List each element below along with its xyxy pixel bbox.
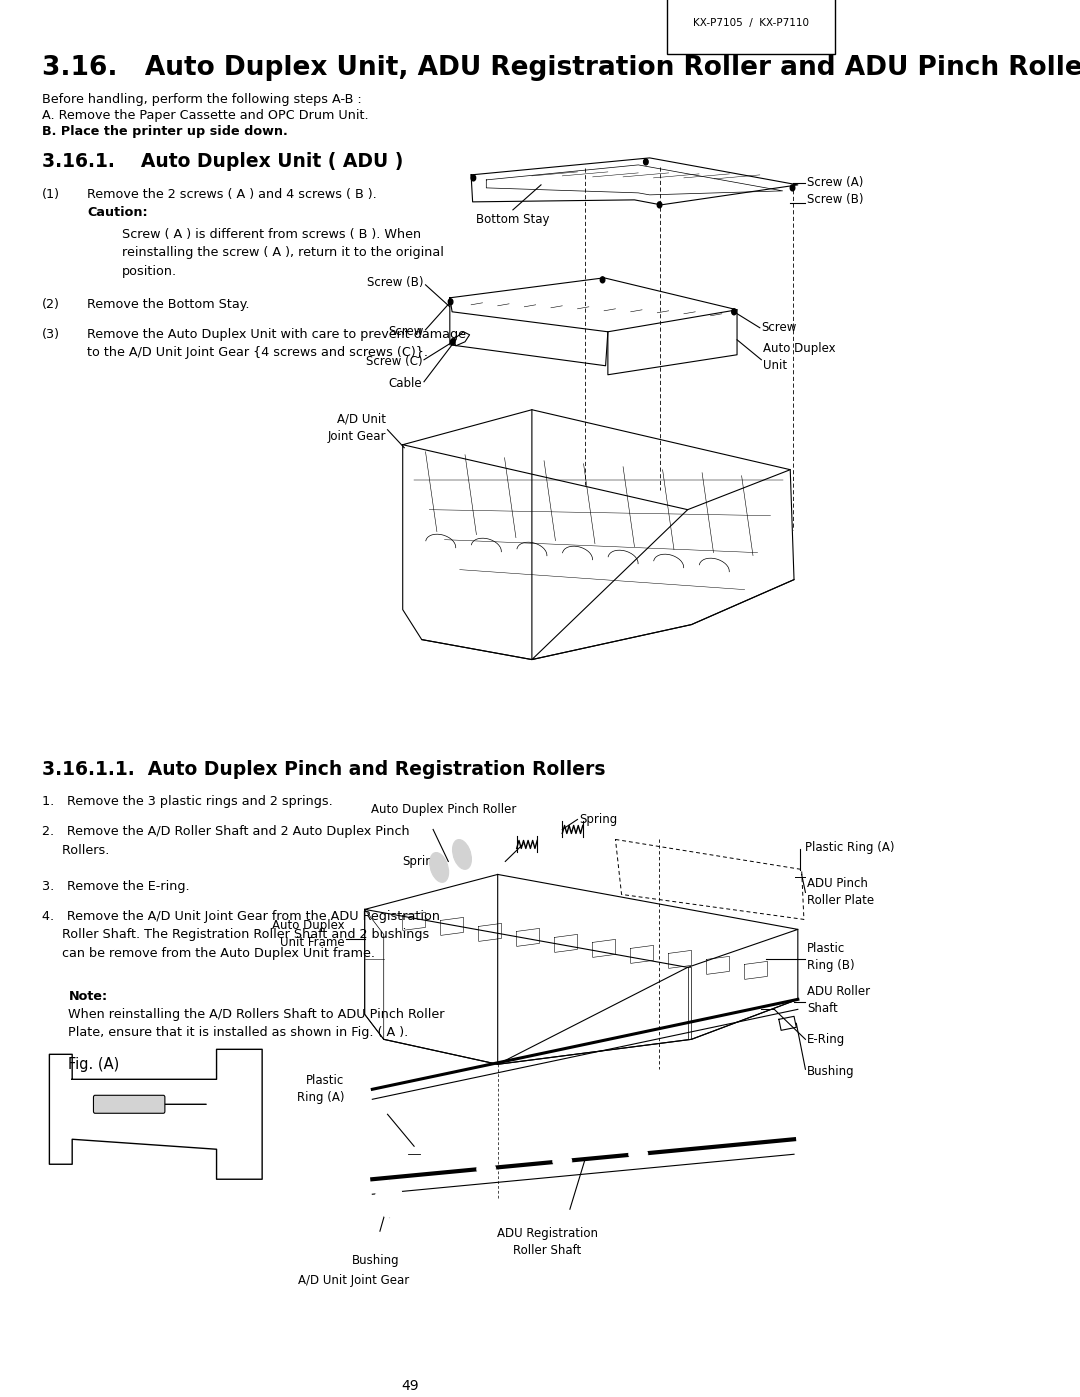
Ellipse shape	[476, 1161, 496, 1178]
FancyBboxPatch shape	[94, 1095, 165, 1113]
Text: Bushing: Bushing	[807, 1065, 854, 1078]
Text: B. Place the printer up side down.: B. Place the printer up side down.	[42, 124, 287, 138]
Ellipse shape	[553, 1153, 571, 1171]
Text: Remove the 2 screws ( A ) and 4 screws ( B ).: Remove the 2 screws ( A ) and 4 screws (…	[87, 187, 377, 201]
Text: Screw (B): Screw (B)	[367, 277, 424, 289]
Text: 4. Remove the A/D Unit Joint Gear from the ADU Registration
     Roller Shaft. T: 4. Remove the A/D Unit Joint Gear from t…	[42, 909, 440, 960]
Text: A/D Unit
Joint Gear: A/D Unit Joint Gear	[327, 412, 386, 443]
Text: Auto Duplex Pinch Roller: Auto Duplex Pinch Roller	[370, 803, 516, 816]
Circle shape	[383, 1192, 395, 1207]
Circle shape	[450, 339, 455, 345]
Text: Before handling, perform the following steps A-B :: Before handling, perform the following s…	[42, 94, 362, 106]
Text: Plastic Ring (A): Plastic Ring (A)	[806, 841, 895, 854]
Text: 49: 49	[402, 1379, 419, 1393]
Text: Caution:: Caution:	[87, 205, 148, 219]
Text: Plastic
Ring (A): Plastic Ring (A)	[297, 1074, 345, 1104]
Text: Screw: Screw	[761, 321, 797, 334]
Text: Screw ( A ) is different from screws ( B ). When
reinstalling the screw ( A ), r: Screw ( A ) is different from screws ( B…	[122, 228, 444, 278]
Text: ADU Roller
Shaft: ADU Roller Shaft	[807, 985, 870, 1016]
Circle shape	[732, 309, 737, 314]
Text: (3): (3)	[42, 328, 59, 341]
Ellipse shape	[629, 1146, 648, 1164]
Circle shape	[471, 175, 475, 180]
Text: 1. Remove the 3 plastic rings and 2 springs.: 1. Remove the 3 plastic rings and 2 spri…	[42, 795, 333, 809]
Text: Fig. (A): Fig. (A)	[68, 1058, 120, 1073]
Text: 3.16.1.1.  Auto Duplex Pinch and Registration Rollers: 3.16.1.1. Auto Duplex Pinch and Registra…	[42, 760, 605, 778]
Text: (1): (1)	[42, 187, 59, 201]
Circle shape	[658, 203, 662, 208]
Text: Screw (C): Screw (C)	[366, 355, 422, 369]
Text: A. Remove the Paper Cassette and OPC Drum Unit.: A. Remove the Paper Cassette and OPC Dru…	[42, 109, 368, 122]
Text: Note:: Note:	[68, 989, 108, 1003]
Text: KX-P7105  /  KX-P7110: KX-P7105 / KX-P7110	[693, 18, 809, 28]
Text: When reinstalling the A/D Rollers Shaft to ADU Pinch Roller
Plate, ensure that i: When reinstalling the A/D Rollers Shaft …	[68, 1007, 445, 1039]
Text: Bushing: Bushing	[352, 1255, 400, 1267]
Text: Spring: Spring	[403, 855, 441, 868]
Text: Auto Duplex
Unit Frame: Auto Duplex Unit Frame	[271, 919, 345, 950]
Text: Auto Duplex
Unit: Auto Duplex Unit	[762, 342, 836, 372]
Text: Screw (B): Screw (B)	[807, 193, 863, 207]
Text: 3. Remove the E-ring.: 3. Remove the E-ring.	[42, 880, 189, 893]
Text: Remove the Bottom Stay.: Remove the Bottom Stay.	[87, 298, 249, 310]
Text: Screw (A): Screw (A)	[807, 176, 863, 190]
Ellipse shape	[430, 852, 448, 883]
Text: A/D Unit Joint Gear: A/D Unit Joint Gear	[298, 1274, 409, 1287]
Text: (2): (2)	[42, 298, 59, 310]
Text: Bottom Stay: Bottom Stay	[476, 212, 550, 226]
Text: 3.16.   Auto Duplex Unit, ADU Registration Roller and ADU Pinch Roller: 3.16. Auto Duplex Unit, ADU Registration…	[42, 54, 1080, 81]
Circle shape	[791, 184, 795, 191]
Text: ADU Registration
Roller Shaft: ADU Registration Roller Shaft	[497, 1227, 597, 1257]
Circle shape	[448, 299, 453, 305]
Text: Spring: Spring	[579, 813, 618, 826]
Text: Plastic
Ring (B): Plastic Ring (B)	[807, 943, 854, 972]
Text: ADU Pinch
Roller Plate: ADU Pinch Roller Plate	[807, 877, 874, 908]
Text: Remove the Auto Duplex Unit with care to prevent damage
to the A/D Unit Joint Ge: Remove the Auto Duplex Unit with care to…	[87, 328, 467, 359]
Text: 2. Remove the A/D Roller Shaft and 2 Auto Duplex Pinch
     Rollers.: 2. Remove the A/D Roller Shaft and 2 Aut…	[42, 826, 409, 856]
Circle shape	[644, 159, 648, 165]
Text: Screw: Screw	[389, 326, 424, 338]
Text: Cable: Cable	[389, 377, 422, 390]
Circle shape	[376, 1182, 403, 1217]
Text: E-Ring: E-Ring	[807, 1032, 846, 1046]
Circle shape	[600, 277, 605, 282]
Ellipse shape	[453, 840, 472, 869]
Text: 3.16.1.    Auto Duplex Unit ( ADU ): 3.16.1. Auto Duplex Unit ( ADU )	[42, 152, 403, 170]
